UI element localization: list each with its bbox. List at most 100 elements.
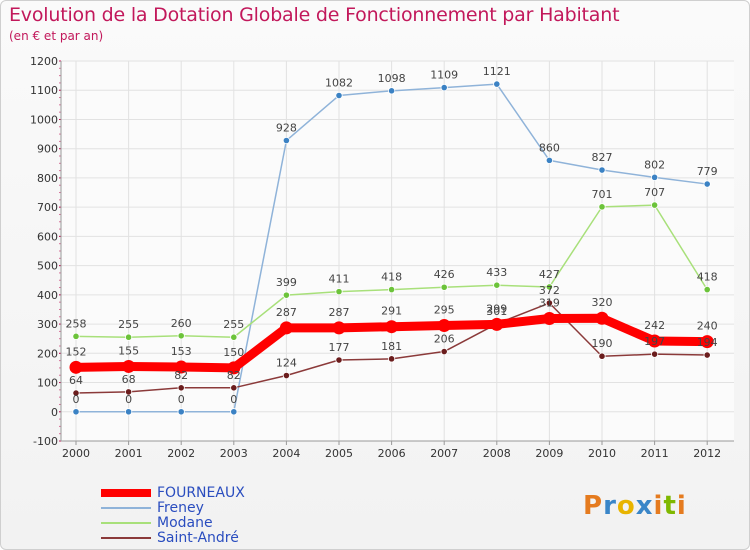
data-label-freney: 802 — [644, 158, 665, 171]
data-point-modane — [125, 333, 133, 341]
data-point-modane — [387, 285, 396, 294]
data-point-saint-andr- — [125, 388, 133, 396]
data-label-saint-andr-: 124 — [276, 357, 297, 370]
data-label-saint-andr-: 82 — [174, 369, 188, 382]
y-tick-label: -100 — [33, 435, 58, 448]
data-point-saint-andr- — [282, 371, 290, 380]
data-point-freney — [650, 173, 659, 181]
data-label-modane: 418 — [697, 271, 718, 284]
legend-swatch-freney — [101, 506, 151, 509]
data-label-modane: 255 — [223, 318, 244, 331]
data-label-freney: 779 — [697, 165, 718, 178]
data-point-freney — [125, 408, 133, 416]
data-label-saint-andr-: 197 — [644, 335, 665, 348]
x-tick-label: 2004 — [272, 447, 300, 460]
data-point-freney — [282, 136, 290, 145]
data-label-freney: 860 — [539, 141, 560, 154]
y-tick-label: 800 — [37, 172, 58, 185]
data-label-modane: 255 — [118, 318, 139, 331]
data-point-fourneaux — [69, 360, 83, 374]
x-tick-label: 2000 — [62, 447, 90, 460]
data-label-freney: 0 — [178, 393, 185, 406]
data-label-freney: 0 — [73, 393, 80, 406]
data-point-modane — [493, 281, 501, 289]
data-point-saint-andr- — [650, 350, 659, 358]
legend-label-fourneaux: FOURNEAUX — [157, 484, 245, 501]
x-tick-label: 2003 — [220, 447, 248, 460]
data-point-freney — [387, 87, 396, 95]
data-point-modane — [440, 283, 448, 291]
data-point-saint-andr- — [598, 352, 606, 360]
data-point-fourneaux — [174, 360, 188, 374]
data-label-modane: 260 — [171, 317, 192, 330]
x-tick-label: 2005 — [325, 447, 353, 460]
chart-title: Evolution de la Dotation Globale de Fonc… — [9, 4, 620, 26]
data-label-saint-andr-: 68 — [122, 373, 136, 386]
data-label-modane: 411 — [329, 273, 350, 286]
data-point-modane — [545, 283, 554, 291]
data-point-freney — [72, 408, 80, 416]
y-tick-label: 900 — [37, 143, 58, 156]
legend-item-modane: Modane — [101, 515, 245, 531]
data-point-freney — [493, 80, 501, 88]
data-point-freney — [545, 156, 554, 164]
data-point-modane — [335, 288, 343, 296]
logo-letter: t — [663, 491, 677, 521]
data-label-fourneaux: 319 — [539, 297, 560, 310]
data-point-modane — [598, 203, 606, 211]
data-point-modane — [703, 285, 711, 294]
data-label-modane: 426 — [434, 268, 455, 281]
data-point-modane — [650, 201, 659, 209]
data-label-fourneaux: 240 — [697, 320, 718, 333]
data-label-modane: 418 — [381, 271, 402, 284]
data-point-saint-andr- — [72, 389, 80, 397]
y-tick-label: 1200 — [30, 55, 58, 68]
data-label-saint-andr-: 206 — [434, 333, 455, 346]
data-label-modane: 427 — [539, 268, 560, 281]
y-tick-label: 1000 — [30, 113, 58, 126]
legend-item-fourneaux: FOURNEAUX — [101, 484, 245, 501]
x-tick-label: 2010 — [588, 447, 616, 460]
data-label-modane: 399 — [276, 276, 297, 289]
legend: FOURNEAUX Freney Modane Saint-André — [101, 484, 245, 546]
data-label-modane: 701 — [592, 188, 613, 201]
data-label-fourneaux: 295 — [434, 304, 455, 317]
data-label-fourneaux: 155 — [118, 344, 139, 357]
data-label-saint-andr-: 190 — [592, 337, 613, 350]
legend-item-freney: Freney — [101, 500, 245, 516]
data-point-saint-andr- — [703, 351, 711, 359]
y-tick-label: 100 — [37, 377, 58, 390]
data-label-fourneaux: 287 — [329, 306, 350, 319]
x-tick-label: 2006 — [378, 447, 406, 460]
data-label-saint-andr-: 372 — [539, 284, 560, 297]
y-tick-label: 400 — [37, 289, 58, 302]
data-point-saint-andr- — [335, 356, 343, 364]
data-point-freney — [177, 408, 185, 416]
legend-swatch-fourneaux — [101, 488, 151, 497]
data-point-modane — [177, 332, 185, 340]
legend-item-saint-andre: Saint-André — [101, 530, 245, 546]
logo-letter: r — [603, 491, 617, 521]
x-tick-label: 2001 — [115, 447, 143, 460]
data-point-modane — [282, 291, 290, 299]
x-tick-label: 2007 — [430, 447, 458, 460]
data-point-fourneaux — [279, 321, 293, 335]
data-label-saint-andr-: 82 — [227, 369, 241, 382]
data-point-freney — [598, 166, 606, 174]
data-label-freney: 928 — [276, 122, 297, 135]
logo-letter: i — [653, 491, 664, 521]
data-point-saint-andr- — [387, 355, 396, 363]
data-point-saint-andr- — [440, 347, 448, 356]
data-point-fourneaux — [227, 361, 241, 375]
y-tick-label: 300 — [37, 318, 58, 331]
y-tick-label: 200 — [37, 347, 58, 360]
data-point-freney — [230, 408, 238, 416]
x-tick-label: 2002 — [167, 447, 195, 460]
data-point-fourneaux — [700, 335, 714, 349]
data-label-modane: 433 — [486, 266, 507, 279]
proxiti-logo: Proxiti — [583, 491, 687, 521]
data-label-fourneaux: 153 — [171, 345, 192, 358]
data-point-fourneaux — [332, 321, 346, 335]
